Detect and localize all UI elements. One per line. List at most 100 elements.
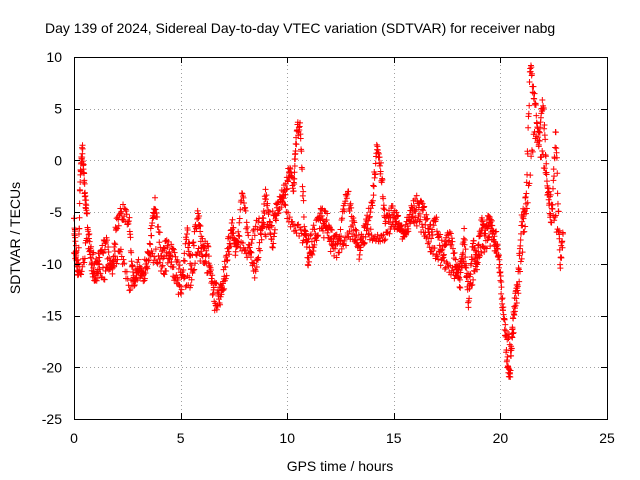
data-point: [449, 238, 456, 245]
data-point: [475, 248, 482, 255]
data-point: [549, 205, 556, 212]
data-point: [224, 257, 231, 264]
data-point: [522, 223, 529, 230]
data-point: [433, 228, 440, 235]
data-point: [529, 70, 536, 77]
data-point: [177, 289, 184, 296]
data-point: [465, 304, 472, 311]
data-point: [341, 237, 348, 244]
data-point: [409, 213, 416, 220]
data-point: [297, 135, 304, 142]
data-point: [354, 239, 361, 246]
data-point: [229, 230, 236, 237]
data-point: [376, 154, 383, 161]
data-point: [476, 252, 483, 259]
data-point: [171, 249, 178, 256]
data-point: [128, 258, 135, 265]
data-point: [245, 232, 252, 239]
data-point: [494, 246, 501, 253]
data-point: [496, 269, 503, 276]
data-point: [163, 249, 170, 256]
data-point: [289, 218, 296, 225]
data-point: [425, 225, 432, 232]
data-point: [138, 264, 145, 271]
data-point: [531, 90, 538, 97]
data-point: [528, 64, 535, 71]
data-point: [470, 237, 477, 244]
data-point: [243, 219, 250, 226]
data-point: [79, 145, 86, 152]
data-point: [275, 209, 282, 216]
data-point: [340, 241, 347, 248]
data-point: [236, 215, 243, 222]
data-point: [141, 275, 148, 282]
data-point: [120, 201, 127, 208]
data-point: [188, 276, 195, 283]
data-point: [511, 308, 518, 315]
data-point: [395, 212, 402, 219]
data-point: [156, 256, 163, 263]
data-point: [554, 170, 561, 177]
data-point: [433, 214, 440, 221]
data-point: [281, 201, 288, 208]
data-point: [88, 255, 95, 262]
data-point: [310, 248, 317, 255]
data-point: [389, 203, 396, 210]
data-point: [130, 272, 137, 279]
data-point: [523, 190, 530, 197]
data-point: [511, 311, 518, 318]
data-point: [367, 209, 374, 216]
data-point: [513, 295, 520, 302]
data-point: [546, 188, 553, 195]
data-point: [168, 241, 175, 248]
data-point: [258, 236, 265, 243]
data-point: [147, 241, 154, 248]
data-point: [111, 263, 118, 270]
data-point: [267, 219, 274, 226]
data-point: [341, 208, 348, 215]
data-point: [423, 211, 430, 218]
data-point: [402, 221, 409, 228]
data-point: [81, 255, 88, 262]
data-point: [442, 264, 449, 271]
data-point: [223, 272, 230, 279]
data-point: [159, 262, 166, 269]
data-point: [308, 238, 315, 245]
data-point: [547, 211, 554, 218]
data-point: [437, 262, 444, 269]
data-point: [516, 252, 523, 259]
data-point: [541, 165, 548, 172]
data-point: [238, 190, 245, 197]
data-point: [365, 217, 372, 224]
data-point: [256, 215, 263, 222]
axis-ticks: [74, 57, 608, 420]
y-tick-label: -15: [42, 308, 62, 324]
data-point: [207, 264, 214, 271]
data-point: [541, 122, 548, 129]
data-point: [172, 253, 179, 260]
data-point: [449, 245, 456, 252]
data-point: [451, 249, 458, 256]
data-point: [94, 259, 101, 266]
data-point: [291, 175, 298, 182]
data-point: [86, 231, 93, 238]
data-point: [128, 249, 135, 256]
data-point: [298, 230, 305, 237]
data-point: [115, 222, 122, 229]
data-point: [303, 243, 310, 250]
y-tick-label: 10: [46, 49, 62, 65]
data-point: [433, 251, 440, 258]
data-point: [533, 133, 540, 140]
data-point: [401, 230, 408, 237]
data-point: [199, 253, 206, 260]
data-point: [477, 229, 484, 236]
data-point: [361, 240, 368, 247]
data-point: [127, 286, 134, 293]
data-point: [495, 264, 502, 271]
data-point: [192, 260, 199, 267]
data-point: [470, 276, 477, 283]
data-point: [290, 187, 297, 194]
data-point: [236, 233, 243, 240]
data-point: [504, 357, 511, 364]
